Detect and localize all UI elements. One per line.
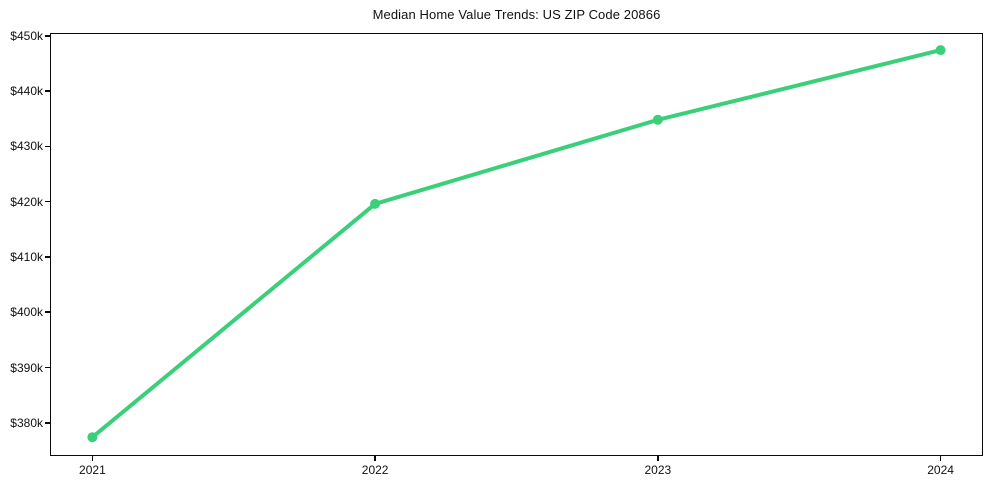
line-series-svg <box>87 45 946 443</box>
data-point-marker <box>652 114 663 125</box>
plot-area <box>50 33 983 456</box>
x-axis-tick <box>657 456 659 461</box>
trend-line <box>90 48 943 440</box>
x-axis-tick-label: 2022 <box>361 463 389 477</box>
data-point-marker <box>935 45 946 56</box>
y-axis-tick-label: $420k <box>10 194 43 209</box>
y-axis-tick-label: $380k <box>10 415 43 430</box>
x-axis-tick-label: 2021 <box>79 463 106 477</box>
x-axis-tick <box>91 456 94 461</box>
y-axis-tick-label: $450k <box>10 28 43 43</box>
data-point-marker <box>370 198 381 209</box>
x-axis-tick <box>939 456 942 461</box>
data-point-marker <box>87 432 98 443</box>
y-axis-tick-label: $430k <box>10 139 43 154</box>
y-axis-tick-label: $400k <box>10 305 43 320</box>
chart-title: Median Home Value Trends: US ZIP Code 20… <box>372 7 661 22</box>
y-axis-tick-label: $410k <box>10 249 43 264</box>
y-axis-tick-label: $390k <box>10 360 43 375</box>
y-axis-tick-label: $440k <box>10 84 43 99</box>
x-axis-tick-label: 2024 <box>927 463 954 477</box>
x-axis-tick-label: 2023 <box>644 463 672 477</box>
x-axis-tick <box>374 456 376 461</box>
